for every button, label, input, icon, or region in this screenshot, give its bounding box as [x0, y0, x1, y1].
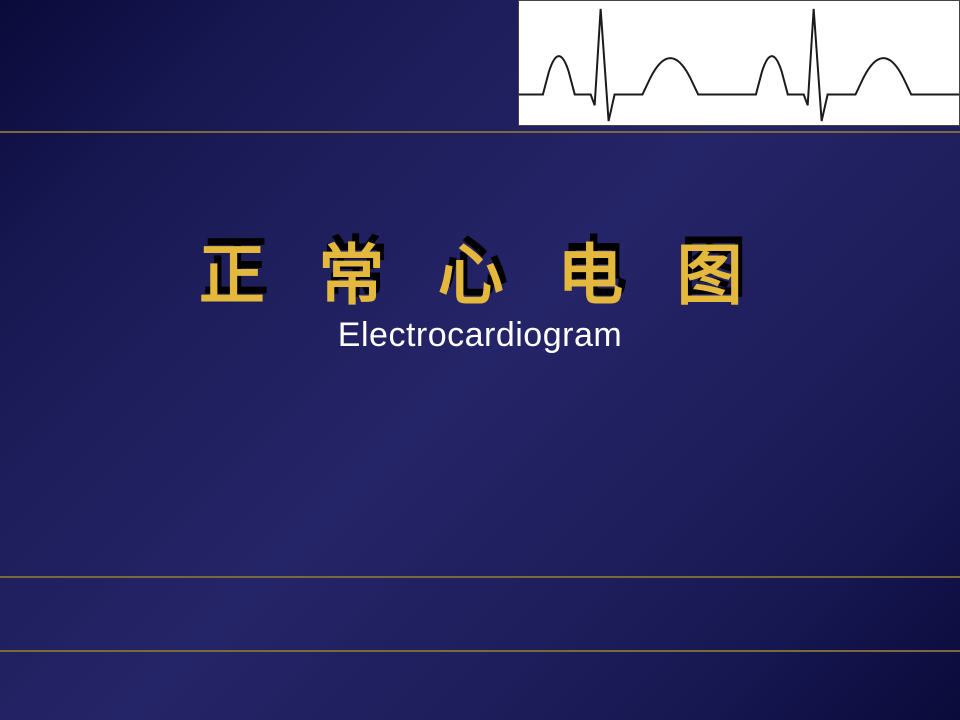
divider-bottom [0, 650, 960, 652]
divider-top [0, 131, 960, 133]
ecg-path [519, 9, 959, 121]
divider-mid [0, 576, 960, 578]
title-chinese: 正 常 心 电 图 正 常 心 电 图 [0, 222, 960, 318]
subtitle-english: Electrocardiogram [0, 316, 960, 355]
ecg-waveform-svg [519, 1, 959, 125]
title-chinese-front: 正 常 心 电 图 [199, 240, 761, 313]
ecg-inset [518, 0, 960, 126]
